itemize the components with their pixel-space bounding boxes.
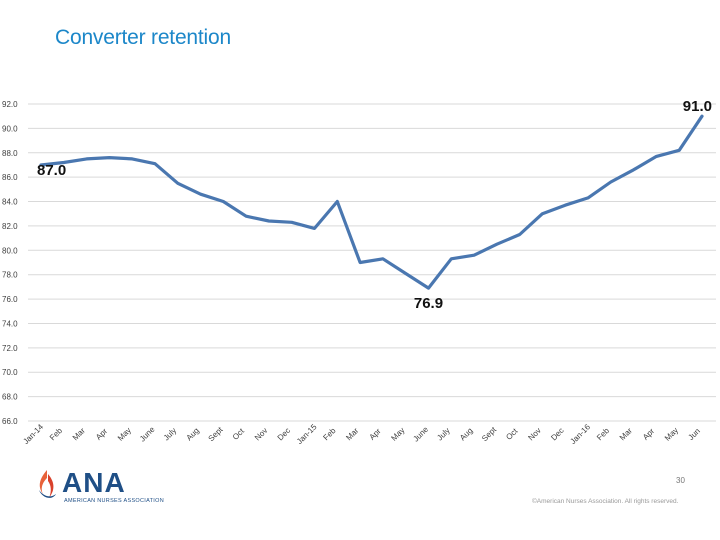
- x-tick-label: Dec: [549, 426, 565, 442]
- x-tick-label: Oct: [231, 426, 247, 442]
- x-tick-label: Dec: [276, 426, 292, 442]
- y-tick-label: 84.0: [2, 198, 18, 207]
- x-tick-label: Feb: [321, 426, 338, 443]
- data-label: 76.9: [414, 295, 443, 312]
- y-tick-label: 80.0: [2, 246, 18, 255]
- y-tick-label: 76.0: [2, 295, 18, 304]
- copyright-notice: ©American Nurses Association. All rights…: [532, 498, 679, 505]
- x-tick-label: June: [138, 425, 157, 444]
- x-tick-label: Aug: [458, 426, 474, 442]
- x-tick-label: Jan-15: [295, 422, 319, 446]
- x-tick-label: Feb: [48, 426, 65, 443]
- x-tick-label: Sept: [480, 425, 499, 444]
- y-tick-label: 88.0: [2, 149, 18, 158]
- y-tick-label: 78.0: [2, 271, 18, 280]
- y-tick-label: 74.0: [2, 319, 18, 328]
- x-tick-label: Mar: [71, 426, 87, 442]
- x-tick-label: May: [663, 426, 680, 443]
- x-tick-label: Nov: [526, 426, 542, 442]
- y-tick-label: 66.0: [2, 417, 18, 426]
- series-layer: [39, 114, 704, 290]
- x-tick-label: May: [389, 426, 406, 443]
- x-axis-ticks: Jan-14 Feb Mar Apr May June July Aug Sept Oct Nov D…: [21, 422, 702, 446]
- page-number: 30: [676, 476, 685, 485]
- series-line: [39, 114, 704, 290]
- logo-subtitle: AMERICAN NURSES ASSOCIATION: [64, 498, 164, 504]
- y-tick-label: 82.0: [2, 222, 18, 231]
- y-axis-ticks: 66.0 68.0 70.0 72.0 74.0 76.0 78.0 80.0 82.0 84.0…: [2, 100, 18, 426]
- y-tick-label: 70.0: [2, 368, 18, 377]
- x-tick-label: Apr: [94, 426, 109, 441]
- y-tick-label: 92.0: [2, 100, 18, 109]
- data-label: 91.0: [683, 98, 712, 115]
- data-label: 87.0: [37, 162, 66, 179]
- x-tick-label: Sept: [207, 425, 226, 444]
- x-tick-label: Apr: [641, 426, 656, 441]
- gridlines: [28, 103, 716, 422]
- y-tick-label: 90.0: [2, 124, 18, 133]
- x-tick-label: July: [435, 426, 451, 442]
- x-tick-label: July: [162, 426, 178, 442]
- x-tick-label: Jun: [686, 426, 701, 441]
- y-tick-label: 72.0: [2, 344, 18, 353]
- x-tick-label: May: [116, 426, 133, 443]
- flame-logo-icon: [39, 470, 56, 498]
- x-tick-label: Feb: [595, 426, 612, 443]
- x-tick-label: Jan-14: [21, 422, 45, 446]
- y-tick-label: 68.0: [2, 393, 18, 402]
- x-tick-label: Nov: [253, 426, 269, 442]
- x-tick-label: Apr: [368, 426, 383, 441]
- x-tick-label: Mar: [618, 426, 634, 442]
- retention-line-chart: 66.0 68.0 70.0 72.0 74.0 76.0 78.0 80.0 82.0 84.0…: [2, 98, 716, 446]
- x-tick-label: June: [411, 425, 430, 444]
- x-tick-label: Oct: [504, 426, 520, 442]
- x-tick-label: Jan-16: [568, 422, 592, 446]
- slide-title: Converter retention: [55, 26, 231, 49]
- y-tick-label: 86.0: [2, 173, 18, 182]
- annotations: 87.0 76.9 91.0: [37, 98, 712, 312]
- x-tick-label: Aug: [185, 426, 201, 442]
- logo-wordmark: ANA: [62, 467, 126, 498]
- ana-logo: ANA AMERICAN NURSES ASSOCIATION: [30, 466, 180, 506]
- x-tick-label: Mar: [344, 426, 360, 442]
